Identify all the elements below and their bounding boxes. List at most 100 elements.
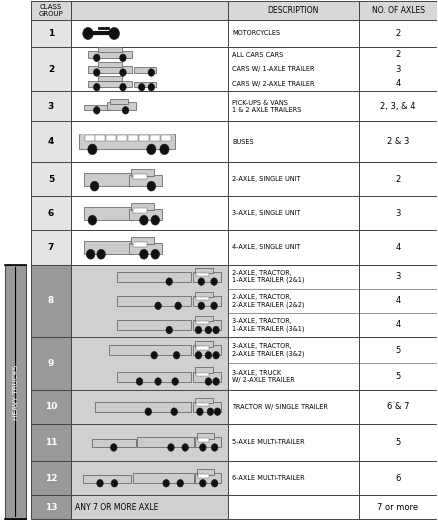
Circle shape bbox=[120, 83, 126, 91]
Bar bbox=[359, 230, 437, 265]
Bar bbox=[31, 47, 71, 91]
Circle shape bbox=[172, 378, 178, 385]
Bar bbox=[359, 20, 437, 47]
Bar bbox=[83, 475, 131, 483]
Bar bbox=[88, 81, 132, 87]
Bar bbox=[85, 135, 95, 141]
Text: 6-AXLE MULTI-TRAILER: 6-AXLE MULTI-TRAILER bbox=[232, 475, 305, 481]
Text: 6: 6 bbox=[396, 474, 401, 483]
Bar bbox=[117, 372, 191, 382]
Bar bbox=[92, 439, 136, 447]
Bar bbox=[31, 424, 71, 461]
Bar bbox=[195, 473, 221, 483]
Text: 2 & 3: 2 & 3 bbox=[387, 138, 409, 146]
Text: ALL CARS CARS: ALL CARS CARS bbox=[232, 51, 283, 58]
Circle shape bbox=[138, 83, 145, 91]
Text: CARS W/ 1-AXLE TRAILER: CARS W/ 1-AXLE TRAILER bbox=[232, 66, 314, 72]
Text: 4: 4 bbox=[48, 138, 54, 146]
Bar bbox=[359, 337, 437, 390]
Text: 2: 2 bbox=[396, 175, 401, 184]
Circle shape bbox=[120, 69, 126, 76]
Bar bbox=[134, 67, 155, 72]
Bar bbox=[129, 175, 162, 186]
Circle shape bbox=[147, 181, 155, 191]
Bar bbox=[228, 265, 359, 337]
Circle shape bbox=[168, 444, 174, 451]
Text: PICK-UPS & VANS
1 & 2 AXLE TRAILERS: PICK-UPS & VANS 1 & 2 AXLE TRAILERS bbox=[232, 100, 301, 113]
Text: 3: 3 bbox=[48, 102, 54, 111]
Bar bbox=[228, 495, 359, 519]
Bar bbox=[193, 271, 221, 281]
Bar bbox=[198, 474, 209, 478]
Bar bbox=[196, 297, 209, 300]
Circle shape bbox=[213, 378, 219, 385]
Circle shape bbox=[198, 302, 205, 310]
Bar bbox=[84, 207, 133, 220]
Bar bbox=[131, 169, 154, 176]
Circle shape bbox=[214, 408, 221, 415]
Circle shape bbox=[213, 351, 219, 359]
Text: 13: 13 bbox=[45, 503, 57, 512]
Bar bbox=[228, 91, 359, 121]
Bar bbox=[117, 296, 191, 306]
Bar bbox=[195, 292, 213, 297]
Bar bbox=[110, 99, 128, 104]
Text: NO. OF AXLES: NO. OF AXLES bbox=[371, 6, 424, 15]
Circle shape bbox=[93, 107, 100, 114]
Text: 2: 2 bbox=[396, 50, 401, 59]
Text: 1: 1 bbox=[48, 29, 54, 38]
Text: 3-AXLE, TRUCK
W/ 2-AXLE TRAILER: 3-AXLE, TRUCK W/ 2-AXLE TRAILER bbox=[232, 370, 295, 383]
Bar bbox=[88, 51, 132, 58]
Text: 3: 3 bbox=[396, 209, 401, 218]
Circle shape bbox=[195, 326, 202, 334]
Text: 4: 4 bbox=[396, 243, 401, 252]
Bar bbox=[98, 77, 122, 81]
Text: 2-AXLE, SINGLE UNIT: 2-AXLE, SINGLE UNIT bbox=[232, 176, 300, 182]
Bar bbox=[129, 243, 162, 254]
Bar bbox=[228, 162, 359, 196]
Circle shape bbox=[93, 83, 100, 91]
Bar bbox=[71, 162, 228, 196]
Text: 2-AXLE, TRACTOR,
1-AXLE TRAILER (2&1): 2-AXLE, TRACTOR, 1-AXLE TRAILER (2&1) bbox=[232, 270, 304, 284]
Bar bbox=[195, 437, 221, 447]
Bar bbox=[359, 495, 437, 519]
Text: TRACTOR W/ SINGLE TRAILER: TRACTOR W/ SINGLE TRAILER bbox=[232, 404, 328, 410]
Text: 4: 4 bbox=[396, 296, 401, 306]
Bar bbox=[79, 134, 175, 150]
Circle shape bbox=[88, 215, 97, 225]
Bar bbox=[133, 174, 147, 178]
Text: 5: 5 bbox=[396, 438, 401, 447]
Bar bbox=[98, 62, 122, 67]
Text: DESCRIPTION: DESCRIPTION bbox=[268, 6, 319, 15]
Circle shape bbox=[145, 408, 152, 415]
Circle shape bbox=[205, 351, 212, 359]
Circle shape bbox=[212, 444, 218, 451]
Circle shape bbox=[211, 278, 217, 286]
Bar bbox=[197, 434, 214, 439]
Circle shape bbox=[171, 408, 177, 415]
Text: 11: 11 bbox=[45, 438, 57, 447]
Bar bbox=[88, 66, 132, 72]
Bar bbox=[133, 473, 194, 483]
Bar bbox=[228, 230, 359, 265]
Circle shape bbox=[207, 408, 214, 415]
Bar bbox=[228, 1, 359, 20]
Text: HEAVY TRUCKS: HEAVY TRUCKS bbox=[13, 364, 18, 419]
Bar bbox=[71, 495, 228, 519]
Text: MOTORCYCLES: MOTORCYCLES bbox=[232, 30, 280, 36]
Bar bbox=[196, 321, 209, 324]
Text: 9: 9 bbox=[48, 359, 54, 368]
Circle shape bbox=[182, 444, 188, 451]
Text: ANY 7 OR MORE AXLE: ANY 7 OR MORE AXLE bbox=[75, 503, 158, 512]
Bar bbox=[128, 135, 138, 141]
Bar bbox=[139, 135, 149, 141]
Circle shape bbox=[166, 326, 173, 334]
Circle shape bbox=[200, 479, 206, 487]
Bar bbox=[228, 20, 359, 47]
Bar bbox=[31, 121, 71, 162]
Circle shape bbox=[197, 408, 203, 415]
Circle shape bbox=[86, 249, 95, 259]
Bar bbox=[31, 390, 71, 424]
Text: CLASS
GROUP: CLASS GROUP bbox=[39, 4, 63, 17]
Text: CARS W/ 2-AXLE TRAILER: CARS W/ 2-AXLE TRAILER bbox=[232, 81, 314, 87]
